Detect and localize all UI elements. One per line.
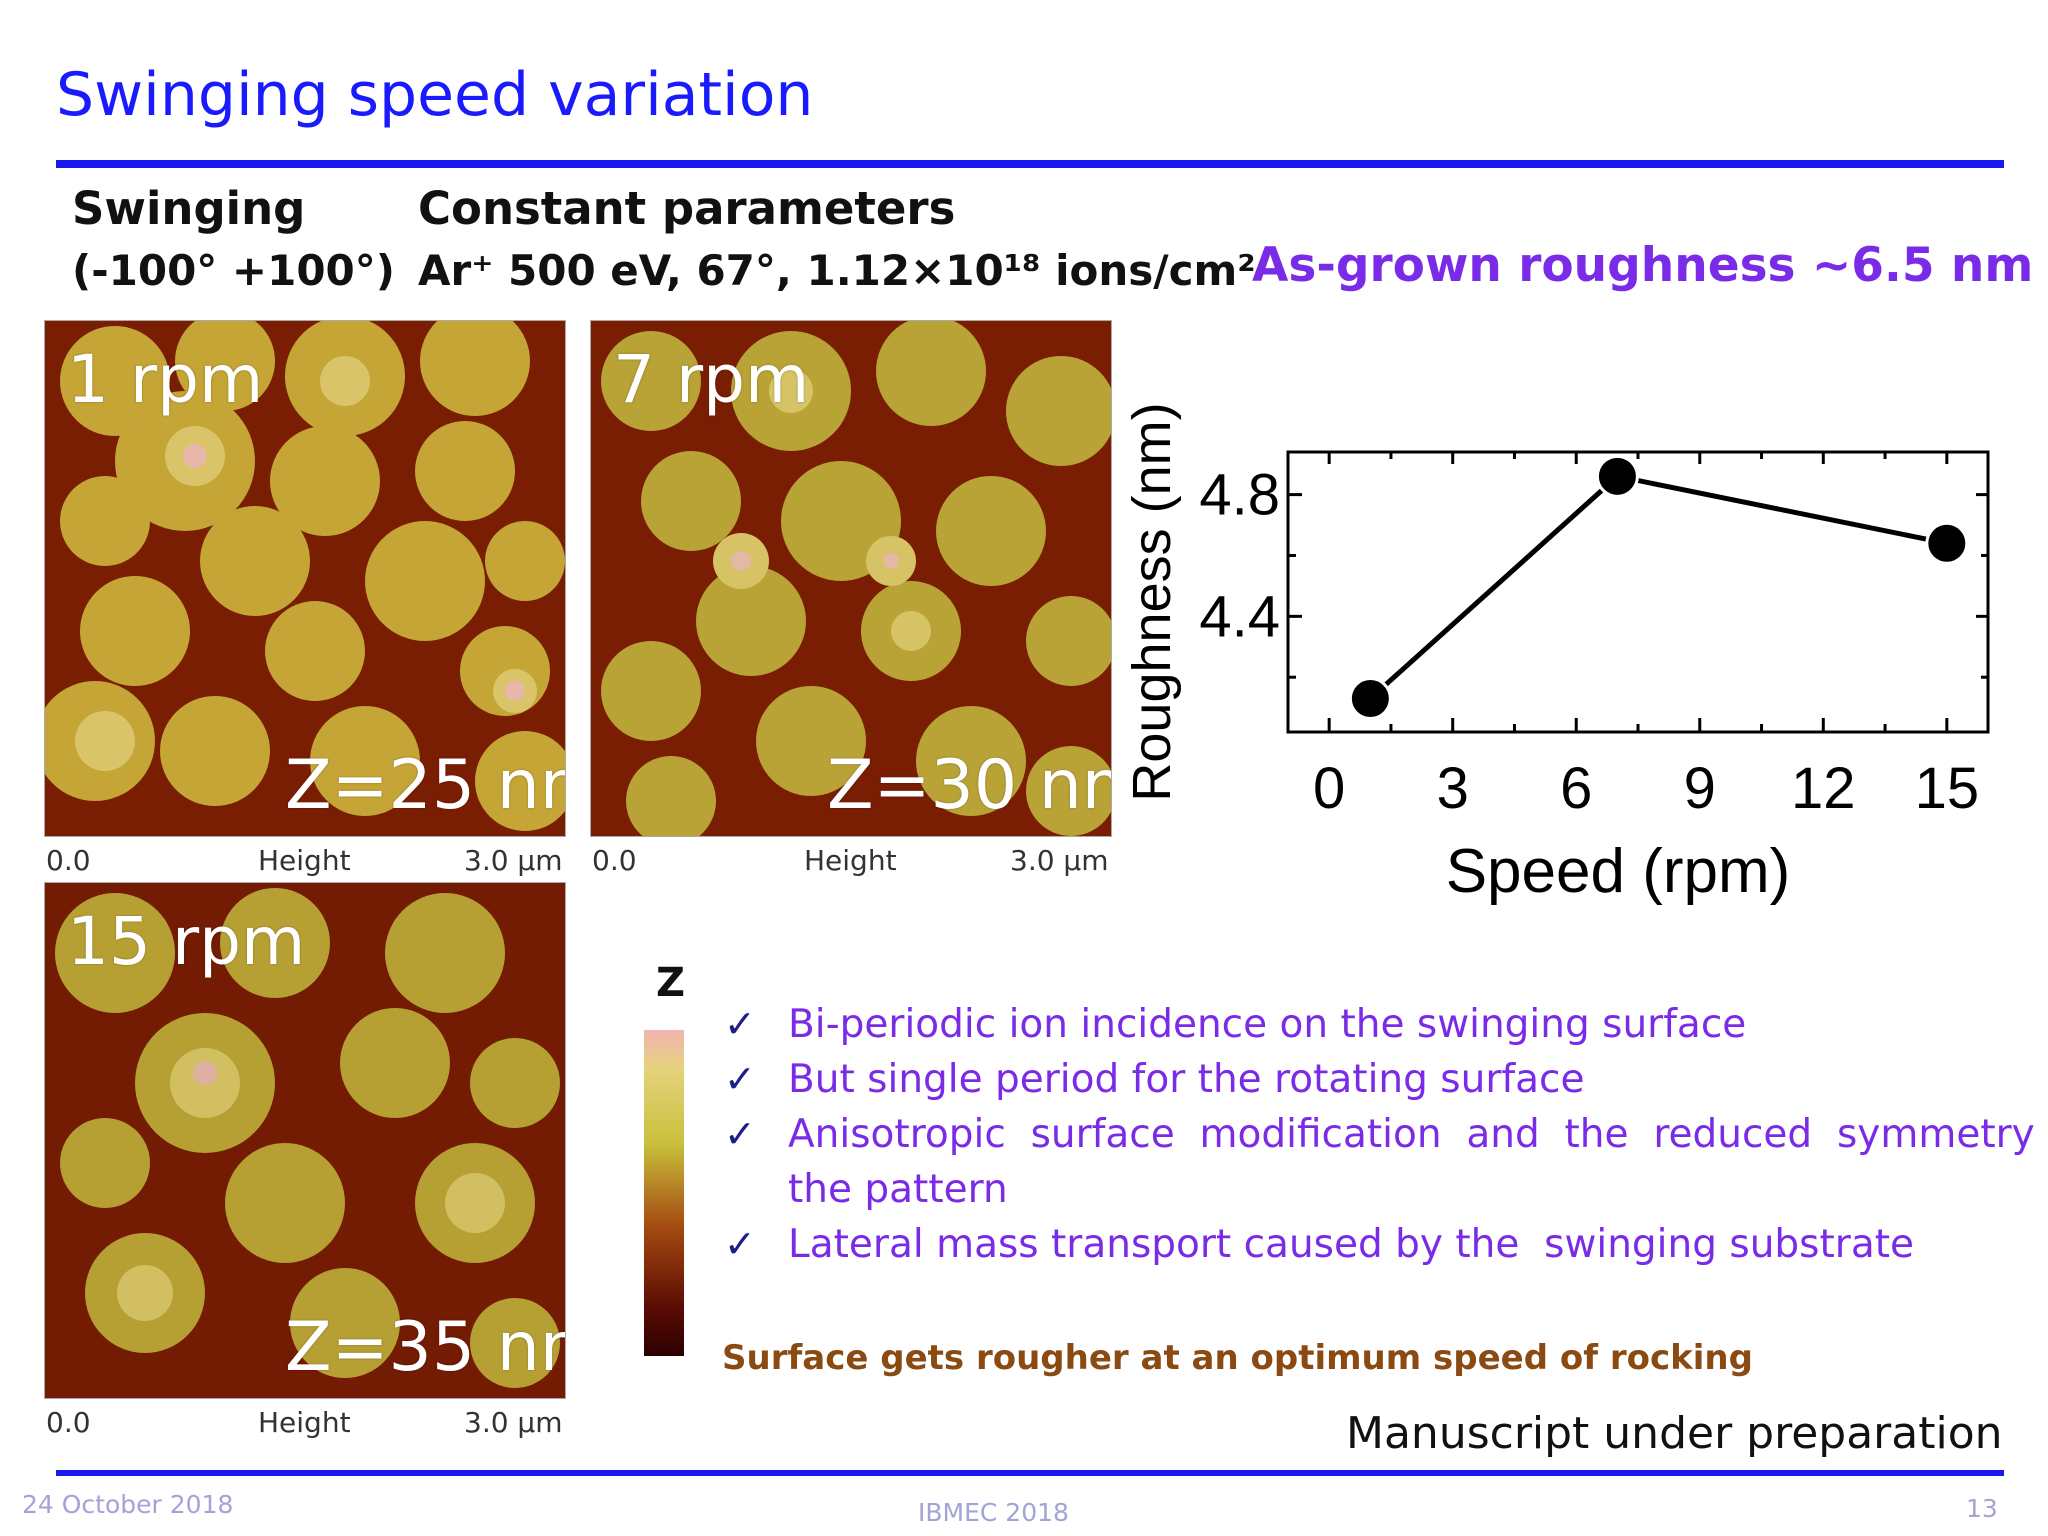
scale-end: 3.0 µm <box>464 844 563 877</box>
constant-parameters-values: Ar⁺ 500 eV, 67°, 1.12×10¹⁸ ions/cm² <box>418 246 1256 295</box>
y-axis-label: Roughness (nm) <box>1122 402 1182 801</box>
afm-scale-bar-1: 0.0 Height 3.0 µm <box>44 840 564 880</box>
x-axis-label: Speed (rpm) <box>1446 837 1791 906</box>
afm-scale-bar-3: 0.0 Height 3.0 µm <box>44 1402 564 1442</box>
afm-z-range-label: Z=35 nm <box>285 1308 565 1387</box>
constant-parameters-heading: Constant parameters <box>418 182 956 235</box>
data-point <box>1348 677 1392 721</box>
conclusion-text: Surface gets rougher at an optimum speed… <box>722 1338 1753 1378</box>
scale-end: 3.0 µm <box>464 1406 563 1439</box>
afm-z-range-label: Z=25 nm <box>285 746 565 825</box>
bullet-4: Lateral mass transport caused by the swi… <box>788 1222 1915 1267</box>
roughness-series-line <box>1368 473 1948 701</box>
swinging-range: (-100° +100°) <box>72 246 395 295</box>
y-tick-label: 4.4 <box>1199 584 1280 649</box>
x-tick-label: 3 <box>1437 756 1469 821</box>
scale-mid: Height <box>804 844 897 877</box>
slide-title: Swinging speed variation <box>56 60 814 130</box>
x-tick-label: 6 <box>1560 756 1592 821</box>
afm-scale-bar-2: 0.0 Height 3.0 µm <box>590 840 1110 880</box>
check-icon: ✓ <box>724 1002 756 1046</box>
x-tick-label: 15 <box>1915 756 1980 821</box>
bullet-1: Bi-periodic ion incidence on the swingin… <box>788 1002 1747 1047</box>
manuscript-note: Manuscript under preparation <box>1346 1408 2003 1459</box>
z-colorbar <box>644 1030 684 1356</box>
footer-divider <box>56 1470 2004 1476</box>
afm-speed-label: 7 rpm <box>613 341 810 418</box>
scale-mid: Height <box>258 844 351 877</box>
afm-speed-label: 15 rpm <box>67 903 306 980</box>
scale-end: 3.0 µm <box>1010 844 1109 877</box>
afm-z-range-label: Z=30 nm <box>827 746 1111 825</box>
title-divider <box>56 160 2004 168</box>
afm-speed-label: 1 rpm <box>67 341 264 418</box>
bullet-3-continued: the pattern <box>788 1167 1008 1212</box>
scale-start: 0.0 <box>592 844 637 877</box>
colorbar-title: Z <box>656 960 686 1006</box>
check-icon: ✓ <box>724 1112 756 1156</box>
footer-page-number: 13 <box>1966 1494 1998 1523</box>
afm-image-1rpm: 1 rpm Z=25 nm <box>44 320 566 837</box>
data-point <box>1595 454 1639 498</box>
afm-image-7rpm: 7 rpm Z=30 nm <box>590 320 1112 837</box>
plot-frame <box>1286 450 1990 734</box>
footer-conference: IBMEC 2018 <box>918 1498 1069 1527</box>
scale-mid: Height <box>258 1406 351 1439</box>
x-tick-label: 9 <box>1684 756 1716 821</box>
afm-image-15rpm: 15 rpm Z=35 nm <box>44 882 566 1399</box>
afm-texture-1 <box>45 321 565 836</box>
y-tick-label: 4.8 <box>1199 463 1280 528</box>
check-icon: ✓ <box>724 1057 756 1101</box>
x-tick-label: 12 <box>1791 756 1856 821</box>
as-grown-roughness: As-grown roughness ~6.5 nm <box>1252 238 2034 293</box>
x-tick-label: 0 <box>1313 756 1345 821</box>
swinging-heading: Swinging <box>72 182 306 235</box>
check-icon: ✓ <box>724 1222 756 1266</box>
afm-texture-2 <box>591 321 1111 836</box>
footer-date: 24 October 2018 <box>22 1490 234 1519</box>
scale-start: 0.0 <box>46 844 91 877</box>
bullet-3: Anisotropic surface modification and the… <box>788 1112 2048 1157</box>
scale-start: 0.0 <box>46 1406 91 1439</box>
roughness-chart: 0 3 6 9 12 15 4.4 4.8 Speed (rpm) Roughness (nm… <box>1122 402 1990 906</box>
data-point <box>1925 521 1969 565</box>
afm-texture-3 <box>45 883 565 1398</box>
bullet-2: But single period for the rotating surfa… <box>788 1057 1585 1102</box>
